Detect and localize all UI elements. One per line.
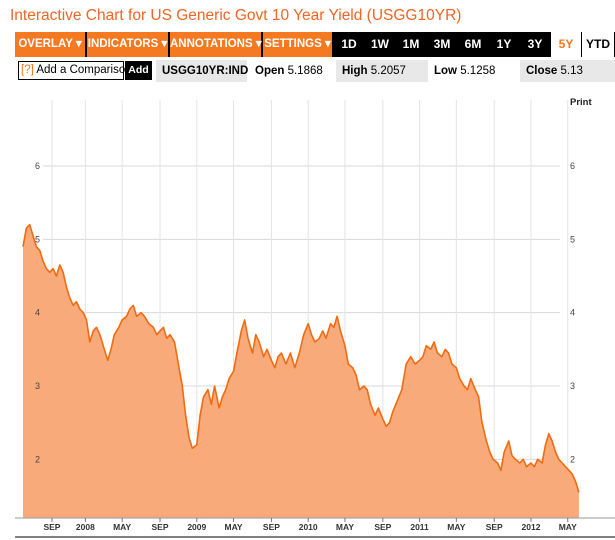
yield-area-chart[interactable]: 2 2 3 3 4 4 5 5 6 6 SEP 2008 MAY SEP 2009 MAY SEP 2010 MAY… xyxy=(15,88,615,538)
low-number: 5.1258 xyxy=(460,65,496,77)
x-tick-label: SEP xyxy=(486,522,503,532)
close-value: Close 5.13 xyxy=(520,60,615,82)
range-3m-button[interactable]: 3M xyxy=(433,37,451,51)
chart-area[interactable]: 2 2 3 3 4 4 5 5 6 6 SEP 2008 MAY SEP 2009 MAY SEP 2010 MAY… xyxy=(15,88,615,538)
y-tick-label-right: 4 xyxy=(570,308,575,318)
high-value: High 5.2057 xyxy=(336,60,428,82)
open-label: Open xyxy=(255,65,285,77)
x-tick-label: MAY xyxy=(336,522,354,532)
low-label: Low xyxy=(434,65,457,77)
range-6m-button[interactable]: 6M xyxy=(464,37,482,51)
overlay-menu-button[interactable]: OVERLAY ▾ xyxy=(15,32,85,57)
x-tick-label: 2011 xyxy=(410,522,429,532)
yield-line xyxy=(22,223,580,493)
close-number: 5.13 xyxy=(560,65,583,77)
yield-area-fill xyxy=(23,224,579,518)
add-comparison-input[interactable]: [?] Add a Comparison xyxy=(18,61,132,80)
x-tick-label: 2009 xyxy=(187,522,206,532)
annotations-menu-button[interactable]: ANNOTATIONS ▾ xyxy=(170,32,262,57)
x-tick-label: SEP xyxy=(263,522,280,532)
x-tick-label: 2010 xyxy=(299,522,318,532)
range-5y-button[interactable]: 5Y xyxy=(551,32,581,57)
ticker-symbol: USGG10YR:IND xyxy=(156,60,248,82)
print-link[interactable]: Print xyxy=(570,97,592,108)
close-label: Close xyxy=(526,65,558,77)
chart-toolbar: OVERLAY ▾ INDICATORS ▾ ANNOTATIONS ▾ SET… xyxy=(15,32,615,57)
x-tick-label: MAY xyxy=(113,522,131,532)
range-ytd-button[interactable]: YTD xyxy=(582,32,614,57)
quote-infobar: [?] Add a Comparison Add USGG10YR:IND Op… xyxy=(15,60,615,82)
y-tick-label-left: 4 xyxy=(35,308,40,318)
x-tick-label: 2012 xyxy=(522,522,541,532)
y-tick-label-left: 6 xyxy=(35,161,40,171)
range-3y-button[interactable]: 3Y xyxy=(527,37,543,51)
x-tick-label: SEP xyxy=(43,522,60,532)
x-tick-label: 2008 xyxy=(76,522,95,532)
open-number: 5.1868 xyxy=(287,65,323,77)
y-tick-label-right: 2 xyxy=(570,454,575,464)
low-value: Low 5.1258 xyxy=(428,60,520,82)
chart-title: Interactive Chart for US Generic Govt 10… xyxy=(10,7,462,24)
range-1y-button[interactable]: 1Y xyxy=(496,37,512,51)
x-tick-label: SEP xyxy=(152,522,169,532)
y-tick-label-right: 5 xyxy=(570,234,575,244)
add-comparison-label: Add a Comparison xyxy=(36,64,132,76)
range-1d-button[interactable]: 1D xyxy=(341,37,357,51)
open-value: Open 5.1868 xyxy=(249,60,339,82)
add-comparison-button[interactable]: Add xyxy=(125,61,152,80)
y-tick-label-left: 2 xyxy=(35,454,40,464)
settings-menu-button[interactable]: SETTINGS ▾ xyxy=(263,32,332,57)
y-tick-label-right: 6 xyxy=(570,161,575,171)
high-number: 5.2057 xyxy=(370,65,406,77)
y-tick-label-left: 3 xyxy=(35,381,40,391)
x-tick-label: MAY xyxy=(447,522,465,532)
y-tick-label-left: 5 xyxy=(35,234,40,244)
x-tick-label: SEP xyxy=(374,522,391,532)
help-icon[interactable]: [?] xyxy=(21,64,34,76)
high-label: High xyxy=(342,65,368,77)
y-tick-label-right: 3 xyxy=(570,381,575,391)
range-1w-button[interactable]: 1W xyxy=(371,37,389,51)
x-tick-label: MAY xyxy=(224,522,242,532)
x-tick-label: MAY xyxy=(559,522,577,532)
indicators-menu-button[interactable]: INDICATORS ▾ xyxy=(87,32,168,57)
range-1m-button[interactable]: 1M xyxy=(402,37,420,51)
